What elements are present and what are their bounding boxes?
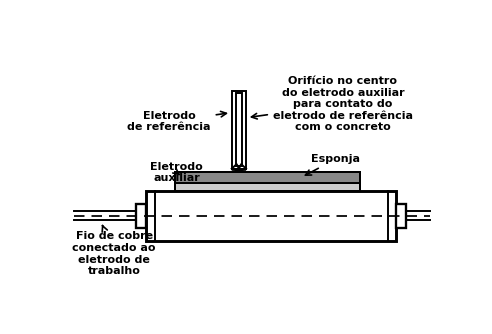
Bar xyxy=(396,204,406,228)
Text: Eletrodo
de referência: Eletrodo de referência xyxy=(127,111,226,132)
Bar xyxy=(175,172,360,183)
Text: Fio de cobre
conectado ao
eletrodo de
trabalho: Fio de cobre conectado ao eletrodo de tr… xyxy=(72,225,156,276)
Text: Esponja: Esponja xyxy=(306,154,360,175)
Bar xyxy=(175,172,360,191)
Bar xyxy=(146,191,396,240)
Bar xyxy=(175,183,360,191)
Bar xyxy=(236,93,243,166)
Bar xyxy=(136,204,146,228)
Bar xyxy=(232,91,246,169)
Polygon shape xyxy=(232,169,246,170)
Text: Orifício no centro
do eletrodo auxiliar
para contato do
eletrodo de referência
c: Orifício no centro do eletrodo auxiliar … xyxy=(251,76,413,132)
Text: Eletrodo
auxiliar: Eletrodo auxiliar xyxy=(150,162,203,183)
